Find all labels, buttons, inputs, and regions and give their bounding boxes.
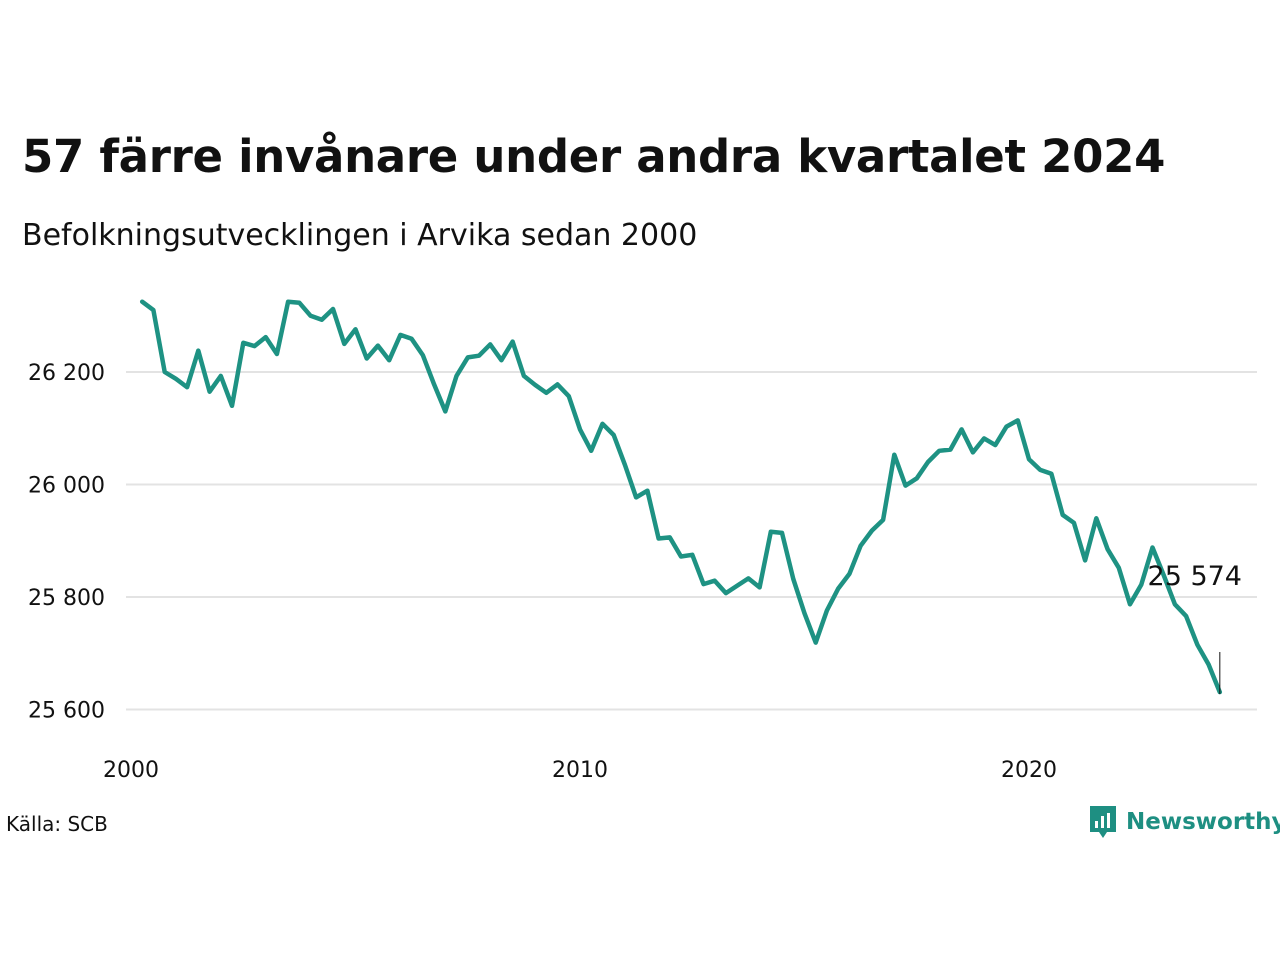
newsworthy-brand[interactable]: Newsworthy — [1088, 804, 1280, 840]
brand-name: Newsworthy — [1126, 809, 1280, 835]
series-population — [139, 299, 1223, 695]
annotation-label: 25 574 — [1148, 561, 1242, 592]
newsworthy-logo-icon — [1090, 806, 1116, 838]
y-tick-label-25800: 25 800 — [28, 586, 105, 611]
x-tick-label-2010: 2010 — [552, 758, 608, 783]
chart-subtitle: Befolkningsutvecklingen i Arvika sedan 2… — [22, 218, 698, 253]
last-value-annotation: 25 574 — [1148, 561, 1242, 694]
series-line — [139, 299, 1223, 695]
y-axis-ticks: 25 600 25 800 26 000 26 200 — [28, 361, 105, 724]
grid-lines — [126, 371, 1257, 711]
x-tick-label-2000: 2000 — [103, 758, 159, 783]
y-tick-label-25600: 25 600 — [28, 699, 105, 724]
y-tick-label-26000: 26 000 — [28, 474, 105, 499]
y-tick-label-26200: 26 200 — [28, 361, 105, 386]
chart-title: 57 färre invånare under andra kvartalet … — [22, 130, 1166, 183]
x-axis-ticks: 2000 2010 2020 — [103, 758, 1057, 783]
source-note: Källa: SCB — [6, 812, 108, 836]
x-tick-label-2020: 2020 — [1001, 758, 1057, 783]
